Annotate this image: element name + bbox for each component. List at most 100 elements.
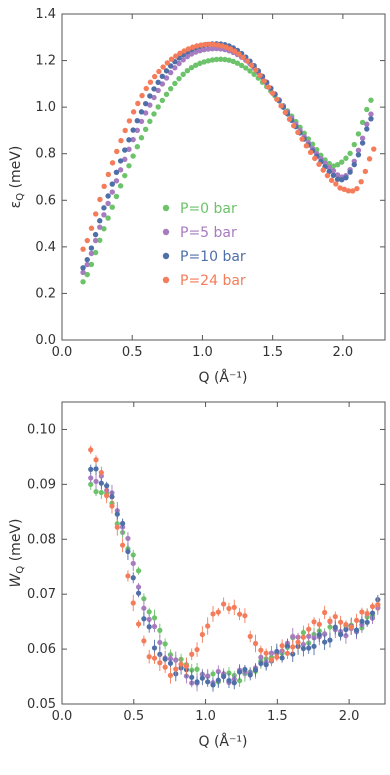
data-point [368,111,374,117]
data-point [210,611,216,617]
data-point [330,163,337,169]
data-point [222,56,228,63]
dispersion-chart: 0.0 0.5 1.0 1.5 2.00.00.20.40.60.81.01.21.4 … [8,7,386,386]
data-point [93,478,99,485]
data-point [221,673,227,680]
data-point [364,121,370,127]
data-point [358,178,364,185]
data-point [97,196,103,203]
data-point [84,237,90,244]
data-point [88,447,94,453]
series-p-5-bar [88,469,381,692]
data-point [176,60,182,67]
data-point [155,104,161,110]
data-point [188,64,195,71]
data-point [126,146,132,153]
data-point [146,616,152,622]
data-point [147,79,154,85]
data-point [105,200,111,207]
data-point [162,641,168,647]
data-point [134,144,141,150]
data-point [122,127,128,134]
data-point [209,45,216,52]
data-point [206,41,213,47]
data-point [80,269,86,276]
data-point [109,494,115,500]
data-point [343,633,349,639]
data-point [138,135,145,141]
data-point [113,169,120,175]
data-point [109,181,115,187]
data-point [284,643,291,649]
data-point [368,116,374,122]
data-point [109,503,115,509]
data-point [194,43,200,49]
data-point [299,136,305,142]
data-point [355,152,362,158]
data-point [117,183,124,189]
data-point [126,163,132,169]
legend-marker [162,204,170,212]
data-point [350,188,356,194]
data-point [295,639,301,645]
data-point [141,616,147,622]
data-point [205,58,211,64]
data-point [202,41,208,48]
data-point [156,68,162,75]
data-point [151,73,158,80]
data-point [351,161,357,168]
data-point [295,129,301,136]
data-point [80,279,86,285]
y-tick-label: 0.08 [27,532,56,547]
data-point [88,245,95,251]
data-point [197,47,203,54]
data-point [193,49,199,55]
data-point [163,91,170,98]
data-point [247,68,253,74]
data-point [364,610,370,617]
data-point [338,619,344,625]
data-point [138,118,145,125]
data-point [261,78,267,84]
plot-frame [61,13,386,341]
x-tick-label: 1.0 [195,709,216,724]
data-point [316,621,322,627]
data-point [362,168,369,175]
data-point [105,215,111,221]
data-point [88,475,94,481]
data-point [210,682,216,688]
data-point [226,677,232,684]
data-point [240,54,246,61]
legend-marker [162,228,170,236]
data-point [210,671,216,677]
data-point [101,183,107,190]
data-point [146,624,152,630]
data-point [242,613,248,619]
y-tick-label: 1.2 [35,54,56,69]
data-point [97,224,103,230]
x-tick-label: 0.5 [123,709,144,724]
data-point [359,609,365,615]
data-point [205,679,211,685]
data-point [314,146,320,153]
data-point [92,249,99,256]
data-point [201,59,207,65]
y-tick-label: 0.05 [27,697,56,712]
data-point [324,172,331,179]
y-axis-label: WQ (meV) [8,519,26,588]
data-point [371,146,377,152]
x-tick-label: 2.0 [339,709,360,724]
x-axis-label: Q (Å⁻¹) [199,369,248,386]
data-point [138,109,145,115]
data-point [359,618,365,624]
data-point [274,648,280,655]
y-axis-label: εQ (meV) [8,146,26,209]
data-point [327,637,333,643]
data-point [135,621,142,627]
data-point [130,153,136,159]
data-point [130,575,136,581]
data-point [332,613,338,620]
data-point [125,573,131,579]
data-point [130,552,136,558]
y-tick-label: 0.4 [35,240,56,255]
